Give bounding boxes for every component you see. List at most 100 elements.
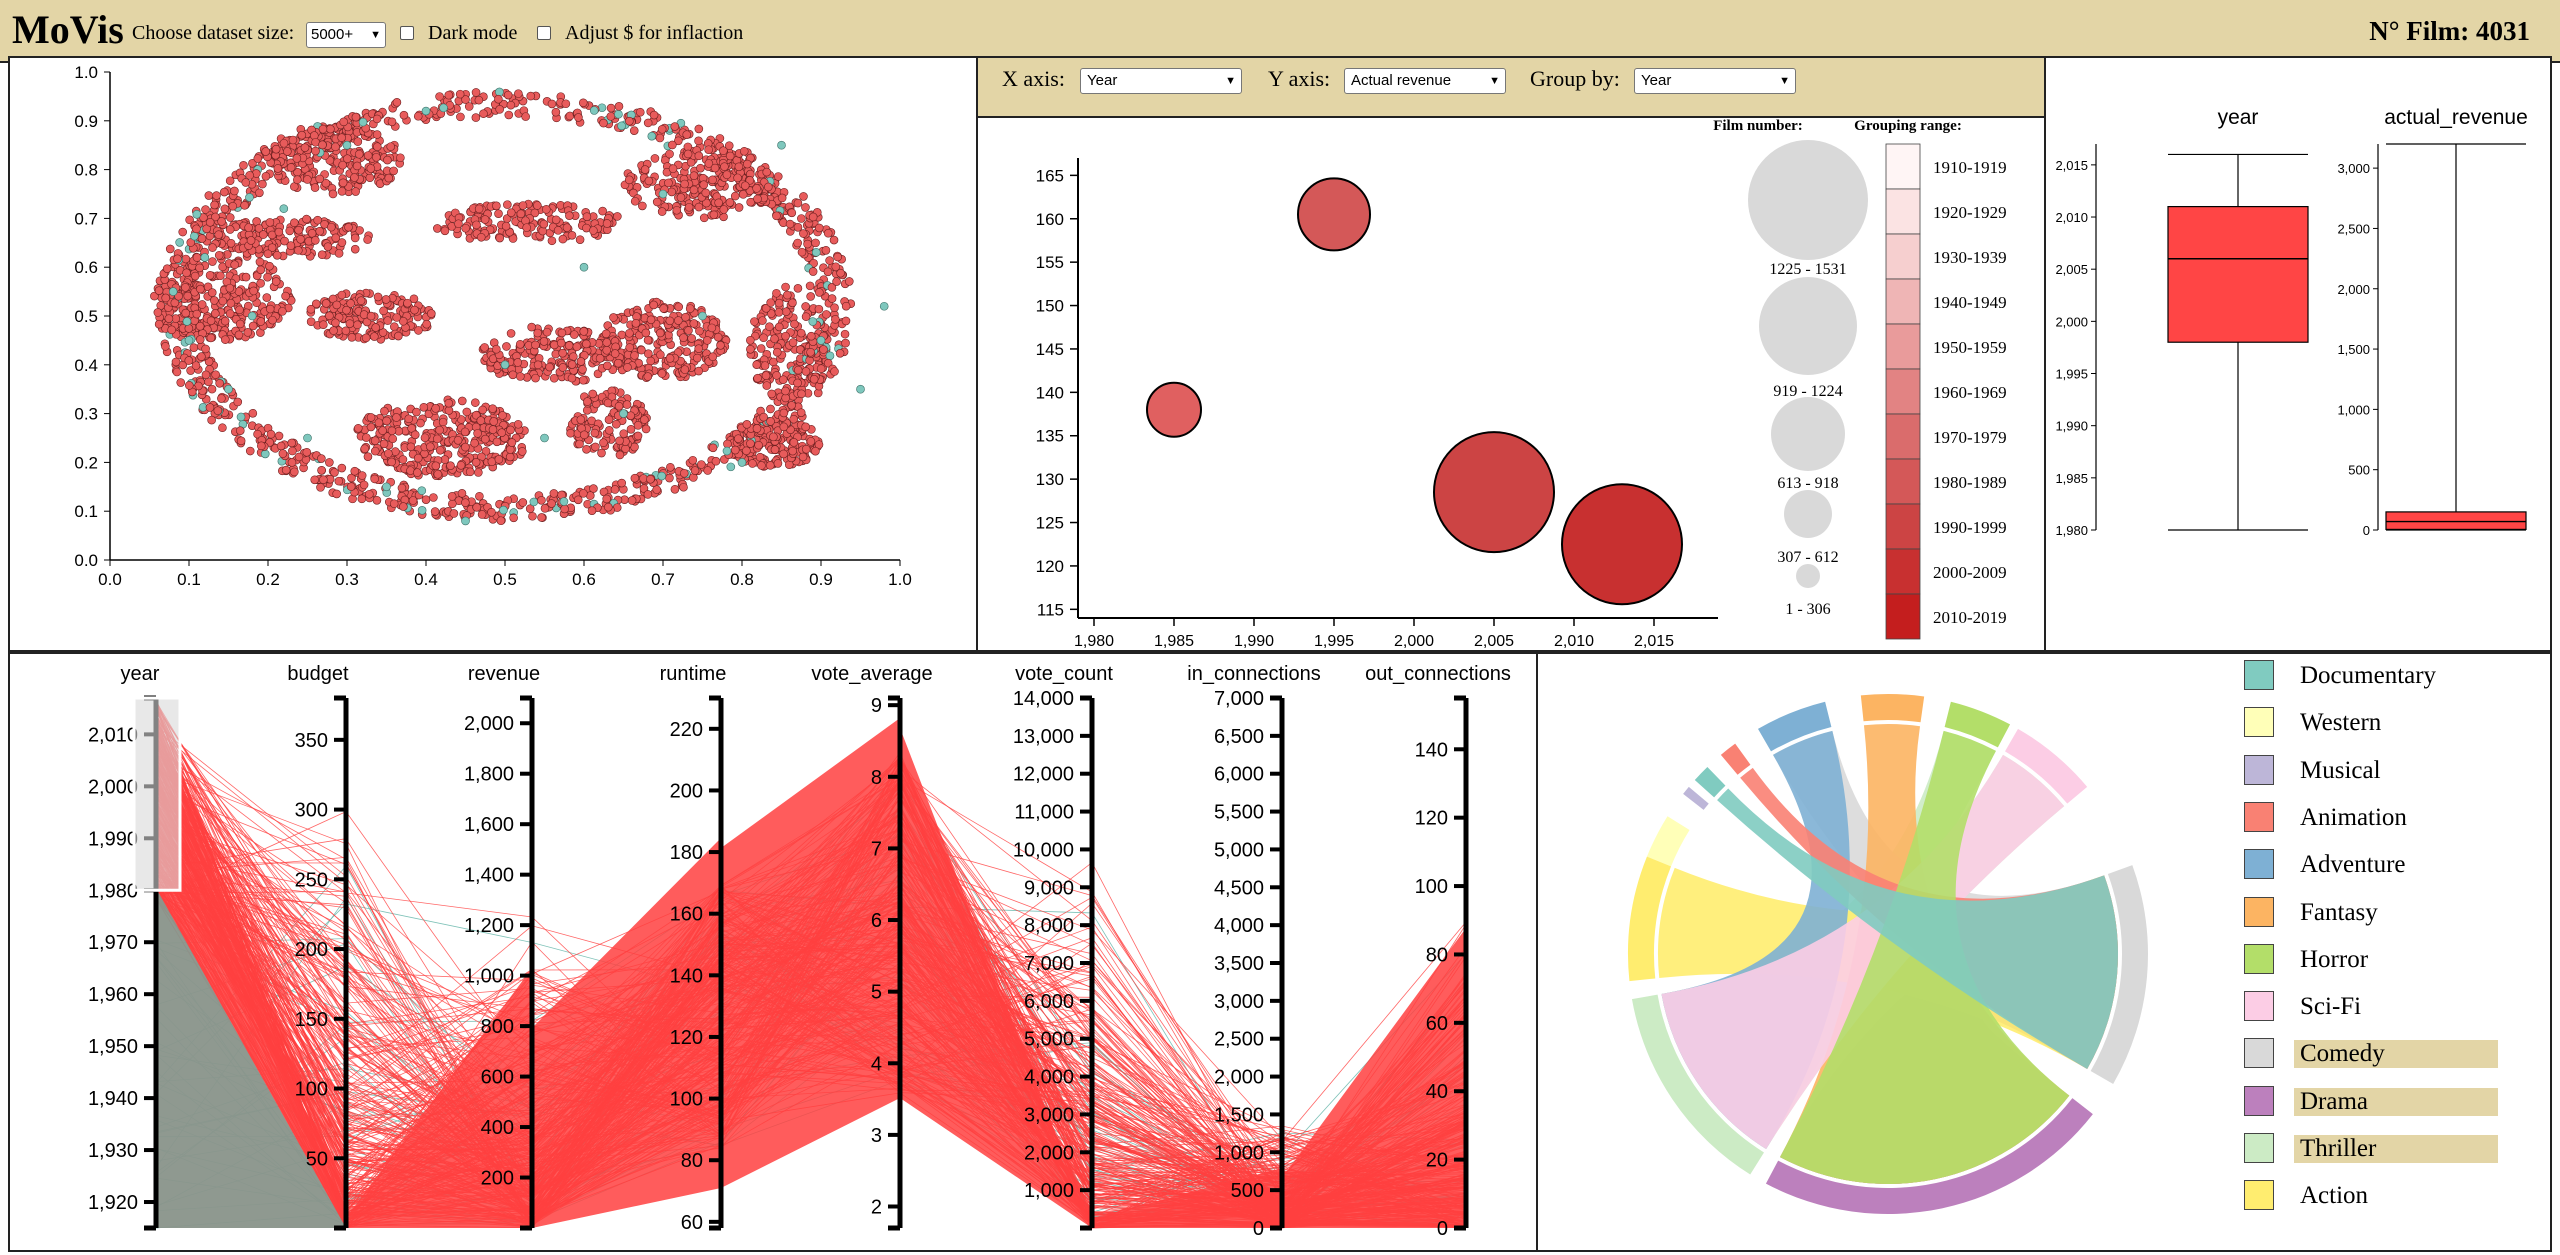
range-legend-label: 1950-1959 xyxy=(1933,338,2007,357)
boxplot-tick-label: 2,010 xyxy=(2055,210,2088,225)
range-legend-label: 1940-1949 xyxy=(1933,293,2007,312)
bubble-point[interactable] xyxy=(1561,483,1683,606)
scatter-point xyxy=(421,106,431,116)
chord-arc-thriller[interactable] xyxy=(1631,994,1764,1175)
genre-legend-item[interactable]: Adventure xyxy=(2244,849,2504,883)
chord-arc-fantasy[interactable] xyxy=(1860,694,1925,723)
genre-swatch xyxy=(2244,849,2274,880)
chord-arc-animation[interactable] xyxy=(1720,743,1751,775)
bubble-point[interactable] xyxy=(1433,431,1555,554)
boxplots[interactable]: year 1,980 1,985 1,990 1,995 2,000 2,005 2,010 2… xyxy=(2046,58,2550,650)
scatter-point xyxy=(698,311,707,321)
projection-scatter-plot[interactable]: 0.0 0.1 0.2 0.3 0.4 0.5 0.6 0.7 0.8 0.9 1.0 0.0 0.1 0… xyxy=(10,58,976,650)
genre-legend-item[interactable]: Sci-Fi xyxy=(2244,991,2504,1025)
x-axis-select[interactable]: Year ▼ xyxy=(1080,68,1242,94)
parallel-tick-label: 4 xyxy=(871,1053,882,1075)
parallel-tick-label: 50 xyxy=(306,1148,328,1170)
genre-legend-item[interactable]: Action xyxy=(2244,1180,2504,1214)
chord-arc-horror[interactable] xyxy=(1944,701,2011,748)
range-legend-label: 2010-2019 xyxy=(1933,608,2007,627)
parallel-tick-label: 140 xyxy=(1415,739,1448,761)
parallel-coordinates-plot[interactable]: year 1,920 1,930 1,940 1,950 1,960 1,970 1,980 1… xyxy=(10,654,1536,1250)
scatter-y-tick-label: 0.6 xyxy=(74,258,98,277)
chord-arc-action[interactable] xyxy=(1628,856,1672,982)
bubble-y-tick-label: 160 xyxy=(1036,210,1064,229)
chord-arc-musical[interactable] xyxy=(1683,786,1709,810)
scatter-x-tick-label: 0.2 xyxy=(256,570,280,589)
genre-legend-item[interactable]: Comedy xyxy=(2244,1038,2504,1072)
genre-legend-item[interactable]: Western xyxy=(2244,707,2504,741)
group-by-select[interactable]: Year ▼ xyxy=(1634,68,1796,94)
parallel-tick-label: 1,990 xyxy=(88,828,138,850)
boxplot-tick-label: 2,500 xyxy=(2337,221,2370,236)
chord-arc-drama[interactable] xyxy=(1765,1098,2093,1214)
parallel-tick-label: 2,010 xyxy=(88,724,138,746)
genre-legend-item[interactable]: Drama xyxy=(2244,1085,2504,1120)
chord-arc-sci-fi[interactable] xyxy=(2005,728,2088,804)
dataset-size-label: Choose dataset size: xyxy=(132,22,295,44)
genre-chord-panel: Documentary Western Musical Animation Advent… xyxy=(1536,652,2552,1252)
bubble-chart[interactable]: Film number: Grouping range: 1,980 1,985 1… xyxy=(978,118,2044,650)
scatter-x-tick-label: 0.5 xyxy=(493,570,517,589)
parallel-tick-label: 8,000 xyxy=(1024,915,1074,937)
y-axis-select[interactable]: Actual revenue ▼ xyxy=(1344,68,1506,94)
dataset-size-select[interactable]: 5000+ ▼ xyxy=(306,22,386,48)
boxplot-tick-label: 1,980 xyxy=(2055,523,2088,538)
parallel-tick-label: 2,000 xyxy=(88,776,138,798)
parallel-tick-label: 200 xyxy=(481,1168,514,1190)
genre-legend-item[interactable]: Horror xyxy=(2244,943,2504,978)
parallel-tick-label: 100 xyxy=(295,1079,328,1101)
bubble-point[interactable] xyxy=(1297,177,1371,252)
scatter-y-tick-label: 0.2 xyxy=(74,453,98,472)
parallel-tick-label: 100 xyxy=(670,1089,703,1111)
range-legend-label: 1930-1939 xyxy=(1933,248,2007,267)
boxplot-box[interactable] xyxy=(2167,205,2309,343)
parallel-tick-label: 9 xyxy=(871,695,882,717)
parallel-axis-title: out_connections xyxy=(1365,663,1511,685)
parallel-tick-label: 80 xyxy=(1426,944,1448,966)
genre-label: Musical xyxy=(2300,756,2381,784)
chord-arc-comedy[interactable] xyxy=(2090,865,2148,1084)
film-size-legend-circle xyxy=(1771,397,1845,471)
parallel-tick-label: 160 xyxy=(670,904,703,926)
parallel-tick-label: 600 xyxy=(481,1067,514,1089)
boxplot-box[interactable] xyxy=(2385,511,2527,530)
genre-legend-item[interactable]: Animation xyxy=(2244,801,2504,836)
range-legend-label: 1920-1929 xyxy=(1933,203,2007,222)
genre-legend-item[interactable]: Musical xyxy=(2244,754,2504,789)
chord-arc-western[interactable] xyxy=(1646,816,1690,867)
bubble-y-tick-label: 145 xyxy=(1036,340,1064,359)
parallel-tick-label: 3,000 xyxy=(1214,991,1264,1013)
boxplot-tick-label: 0 xyxy=(2363,523,2370,538)
genre-swatch xyxy=(2244,943,2274,974)
parallel-tick-label: 150 xyxy=(295,1009,328,1031)
boxplot-tick-label: 2,000 xyxy=(2337,282,2370,297)
genre-chord-diagram[interactable] xyxy=(1538,654,2238,1250)
genre-legend-item[interactable]: Documentary xyxy=(2244,660,2504,694)
parallel-tick-label: 2,000 xyxy=(1024,1142,1074,1164)
scatter-y-tick-label: 0.0 xyxy=(74,551,98,570)
genre-legend-item[interactable]: Thriller xyxy=(2244,1133,2504,1167)
genre-label: Action xyxy=(2300,1182,2369,1210)
parallel-tick-label: 60 xyxy=(681,1212,703,1234)
genre-legend-item[interactable]: Fantasy xyxy=(2244,896,2504,931)
genre-swatch xyxy=(2244,660,2274,690)
parallel-tick-label: 1,000 xyxy=(1214,1142,1264,1164)
bubble-y-tick-label: 115 xyxy=(1037,600,1064,619)
y-axis-label: Y axis: xyxy=(1268,66,1331,91)
chord-arc-documentary[interactable] xyxy=(1694,766,1726,798)
genre-label: Thriller xyxy=(2294,1135,2498,1163)
year-brush[interactable] xyxy=(132,696,182,892)
bubble-point[interactable] xyxy=(1146,381,1202,438)
parallel-tick-label: 9,000 xyxy=(1024,877,1074,899)
top-toolbar: MoVis Choose dataset size: 5000+ ▼ Dark … xyxy=(0,0,2560,63)
chevron-down-icon: ▼ xyxy=(1489,75,1500,87)
inflation-checkbox[interactable] xyxy=(537,26,551,40)
genre-label: Drama xyxy=(2294,1087,2498,1116)
chord-arc-adventure[interactable] xyxy=(1758,701,1832,752)
parallel-tick-label: 300 xyxy=(295,800,328,822)
parallel-tick-label: 80 xyxy=(681,1150,703,1172)
parallel-tick-label: 0 xyxy=(1253,1218,1264,1240)
scatter-point xyxy=(168,287,178,296)
dark-mode-checkbox[interactable] xyxy=(400,26,414,40)
